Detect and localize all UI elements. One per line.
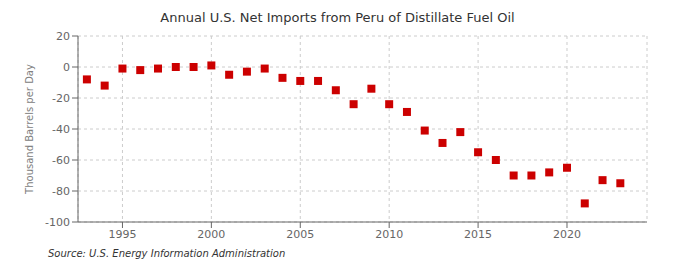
svg-text:2010: 2010 xyxy=(375,228,403,241)
svg-text:2005: 2005 xyxy=(286,228,314,241)
svg-text:-40: -40 xyxy=(52,123,70,136)
svg-text:2000: 2000 xyxy=(197,228,225,241)
svg-text:2015: 2015 xyxy=(464,228,492,241)
html-text:Source: U.S. Energy Informatio: Source: U.S. Energy Information Administ… xyxy=(48,248,286,259)
svg-text:1995: 1995 xyxy=(108,228,136,241)
svg-text:2020: 2020 xyxy=(553,228,581,241)
svg-text:20: 20 xyxy=(56,30,70,43)
svg-text:-80: -80 xyxy=(52,185,70,198)
svg-text:-100: -100 xyxy=(45,216,70,229)
svg-text:0: 0 xyxy=(63,61,70,74)
svg-text:-20: -20 xyxy=(52,92,70,105)
html-text:Annual U.S. Net Imports from P: Annual U.S. Net Imports from Peru of Dis… xyxy=(160,10,515,25)
svg-text:Thousand Barrels per Day: Thousand Barrels per Day xyxy=(24,64,35,195)
svg-text:-60: -60 xyxy=(52,154,70,167)
